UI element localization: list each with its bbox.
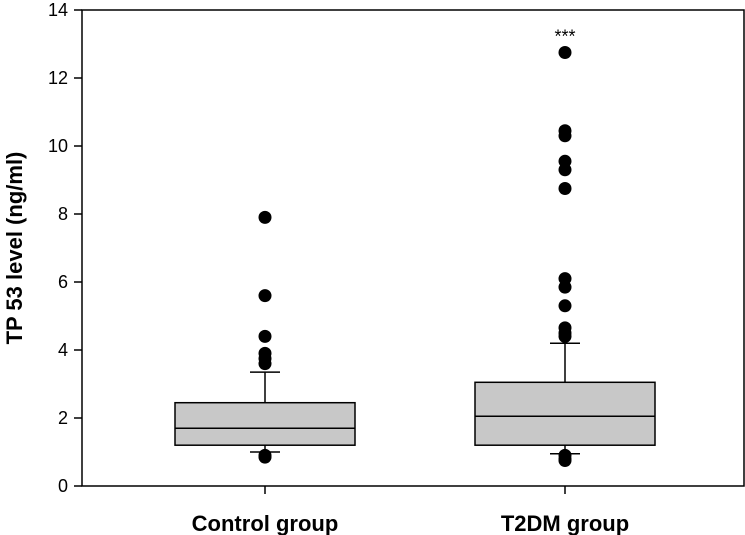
y-tick-label: 0 [58,476,68,496]
y-tick-label: 8 [58,204,68,224]
outlier-point [558,124,572,138]
outlier-point [258,289,272,303]
outlier-point [558,299,572,313]
plot-frame [81,9,745,487]
outlier-point [558,272,572,286]
y-tick-label: 14 [48,0,68,20]
outlier-point [258,210,272,224]
outlier-point [558,154,572,168]
iqr-box [474,381,656,446]
y-axis-title: TP 53 level (ng/ml) [2,152,27,345]
outlier-point [558,321,572,335]
outlier-point [258,329,272,343]
outlier-point [558,448,572,462]
y-tick-label: 12 [48,68,68,88]
y-tick-label: 2 [58,408,68,428]
outlier-point [258,448,272,462]
outlier-point [558,46,572,59]
significance-annotation: *** [554,27,575,47]
x-category-label: Control group [192,511,339,535]
x-category-label: T2DM group [501,511,629,535]
y-tick-label: 4 [58,340,68,360]
outlier-point [258,346,272,360]
y-tick-label: 10 [48,136,68,156]
y-tick-label: 6 [58,272,68,292]
outlier-point [558,182,572,195]
iqr-box [174,401,356,446]
